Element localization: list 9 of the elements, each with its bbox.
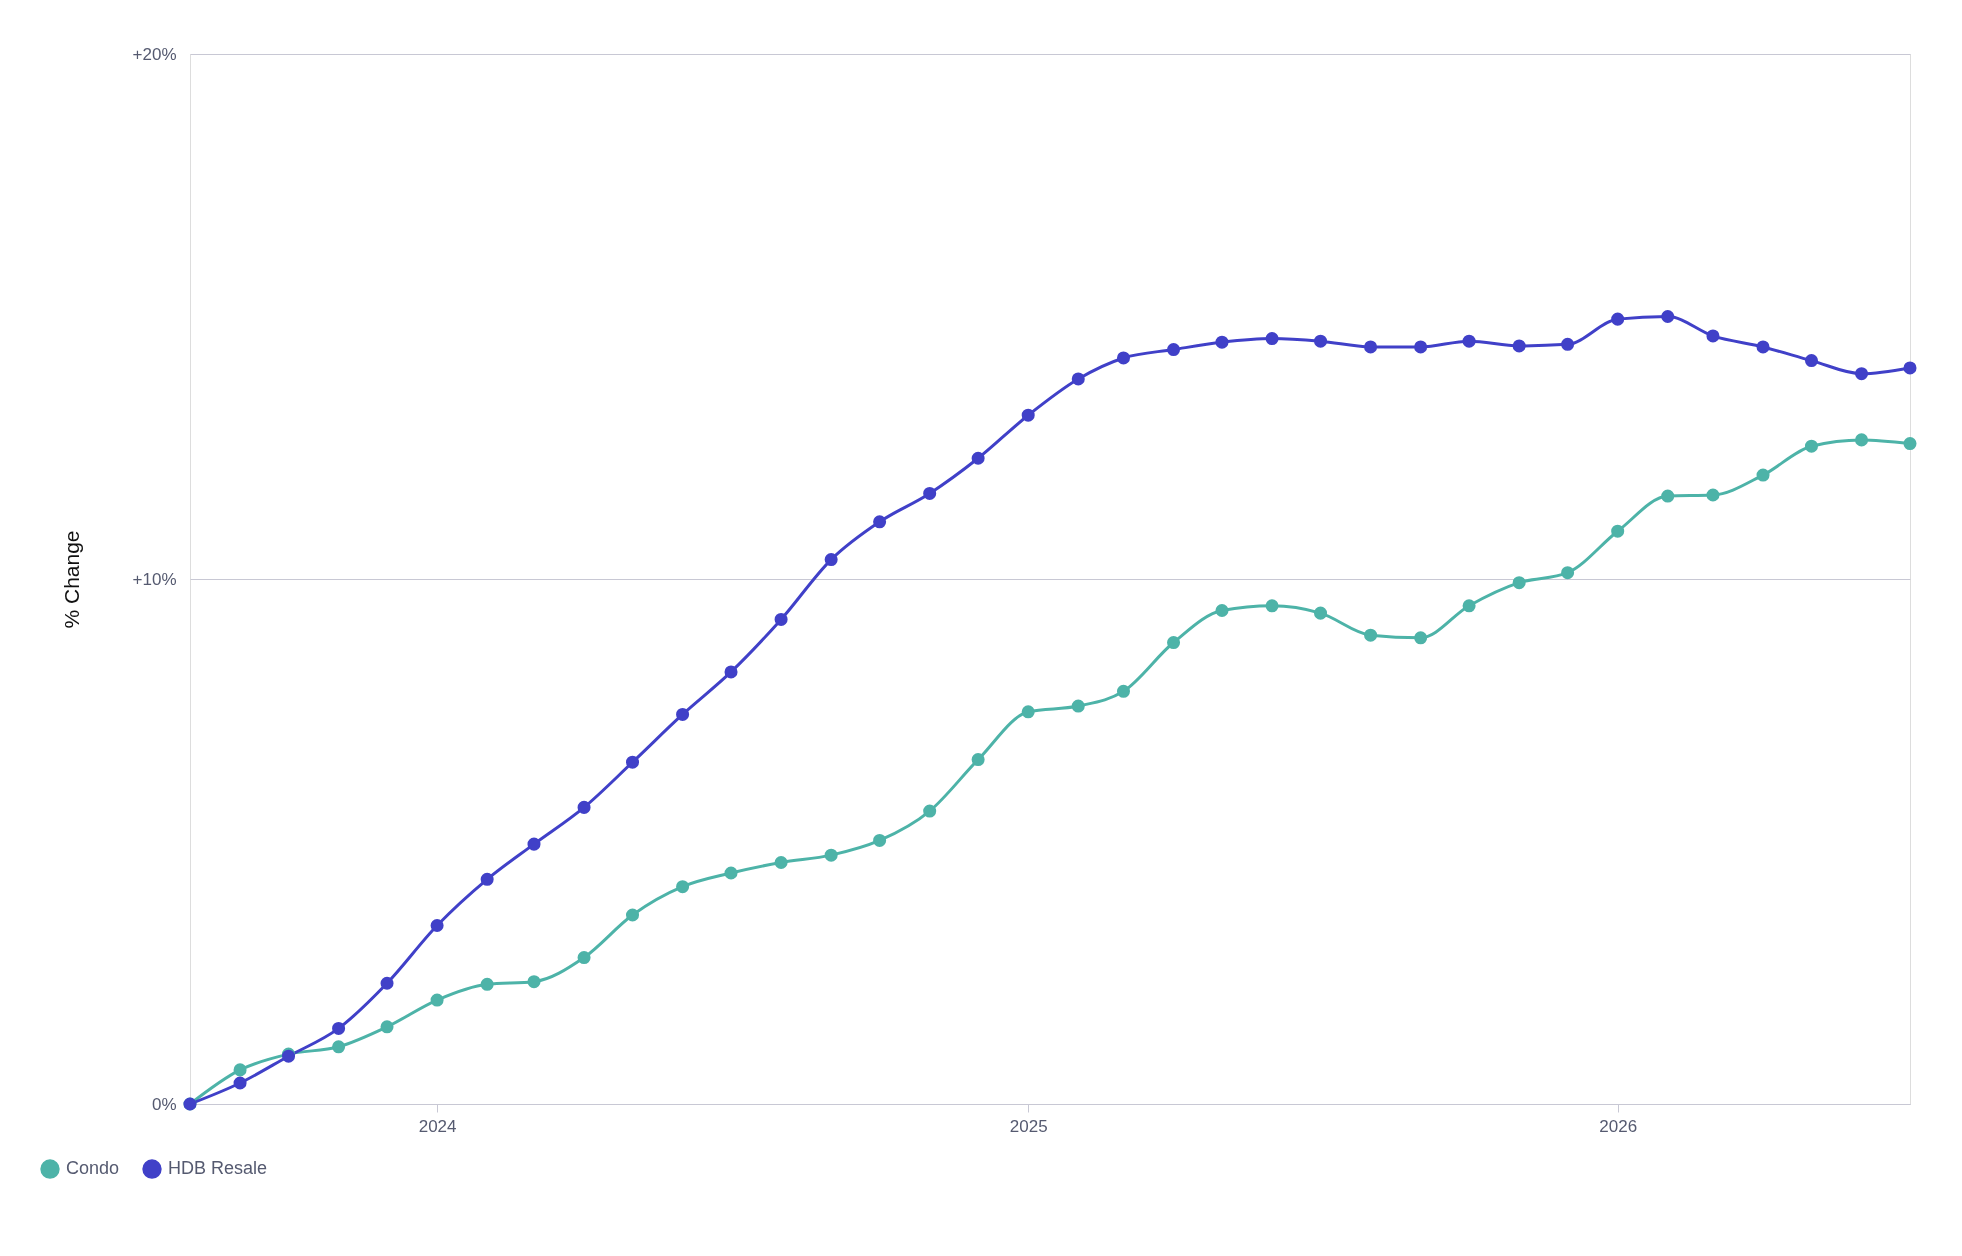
y-tick-label: 0% — [151, 1094, 177, 1114]
y-tick-label: +20% — [132, 44, 177, 64]
y-axis-title: % Change — [59, 530, 83, 629]
legend-label: HDB Resale — [168, 1158, 268, 1179]
x-tick-label: 2024 — [418, 1116, 457, 1136]
x-tick-label: 2026 — [1599, 1116, 1638, 1136]
legend-label: Condo — [66, 1158, 120, 1179]
y-tick-label: +10% — [132, 569, 177, 589]
x-tick-label: 2025 — [1009, 1116, 1048, 1136]
